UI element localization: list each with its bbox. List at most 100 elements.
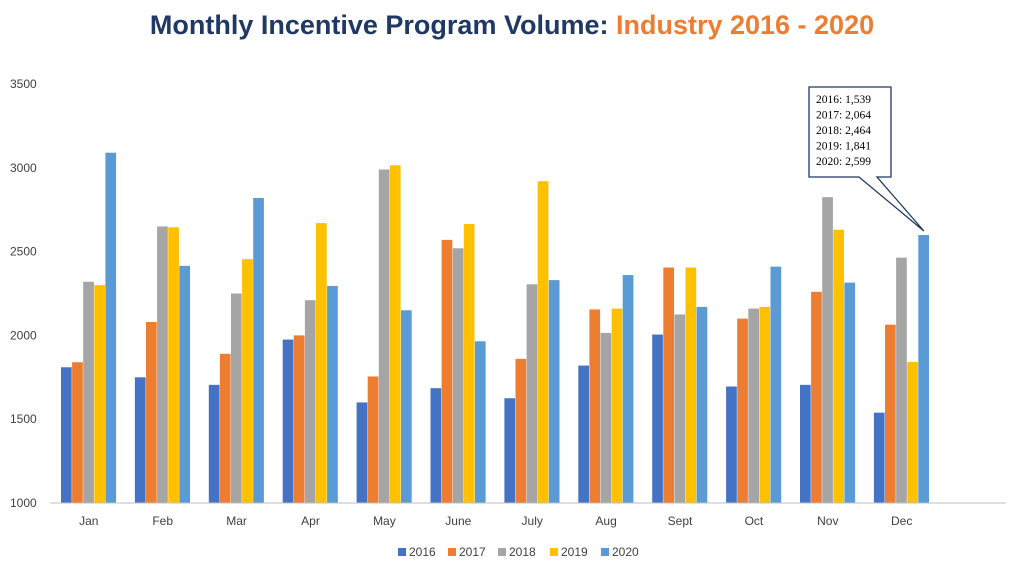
legend-swatch-2018 xyxy=(498,548,506,556)
callout-box xyxy=(808,86,925,232)
bars xyxy=(61,152,929,504)
bar-2020-Aug xyxy=(622,275,634,503)
bar-2020-Dec xyxy=(918,235,929,503)
bar-2016-Oct xyxy=(726,386,737,503)
callout-line: 2019: 1,841 xyxy=(816,141,871,153)
bar-2019-May xyxy=(389,165,401,504)
bar-2016-Nov xyxy=(800,384,811,503)
bar-2019-July xyxy=(537,181,549,503)
x-tick-label: Oct xyxy=(745,514,764,528)
legend-swatch-2020 xyxy=(601,548,609,556)
bar-2019-Nov xyxy=(833,229,844,503)
bar-2019-Sept xyxy=(685,267,697,503)
chart-title-highlight: Industry 2016 - 2020 xyxy=(615,10,875,40)
y-tick-label: 1500 xyxy=(10,412,37,426)
legend-swatch-2016 xyxy=(398,548,406,556)
bar-2020-Jan xyxy=(105,152,117,503)
legend-label-2020: 2020 xyxy=(612,545,639,559)
bar-2020-Apr xyxy=(327,285,338,503)
bar-2017-Sept xyxy=(663,267,674,503)
bar-2018-Feb xyxy=(157,226,168,503)
bar-2016-Sept xyxy=(652,334,663,503)
x-axis: Jan Feb Mar Apr May June July Aug Sept Oct Nov Dec xyxy=(79,514,912,528)
chart-title-main: Monthly Incentive Program Volume: xyxy=(149,10,616,40)
bar-2017-Oct xyxy=(737,318,748,503)
annotation-callout: 2016: 1,539 2017: 2,064 2018: 2,464 2019: 1… xyxy=(808,86,925,232)
bar-2019-Mar xyxy=(242,259,253,503)
bar-2016-July xyxy=(504,398,516,503)
bar-2020-Oct xyxy=(770,266,782,503)
y-tick-label: 2000 xyxy=(10,328,37,342)
x-tick-label: Nov xyxy=(817,514,838,528)
legend: 2016 2017 2018 2019 2020 xyxy=(398,545,639,559)
bar-2016-Mar xyxy=(208,384,220,503)
legend-label-2017: 2017 xyxy=(459,545,486,559)
x-tick-label: Dec xyxy=(891,514,912,528)
bar-2019-Aug xyxy=(611,308,623,503)
bar-2017-May xyxy=(367,376,379,503)
bar-2018-Apr xyxy=(304,300,316,503)
bar-2016-Jan xyxy=(61,367,72,503)
x-tick-label: Jan xyxy=(79,514,98,528)
legend-label-2019: 2019 xyxy=(561,545,588,559)
bar-2019-Feb xyxy=(168,227,179,504)
bar-2018-Dec xyxy=(896,257,907,503)
bar-2018-May xyxy=(378,169,390,504)
bar-2017-Dec xyxy=(885,324,896,503)
bar-2018-Sept xyxy=(674,314,686,503)
bar-2019-Oct xyxy=(759,306,771,503)
y-tick-label: 3500 xyxy=(10,77,37,91)
bar-2019-June xyxy=(463,223,475,503)
bar-2018-Jan xyxy=(83,281,94,503)
bar-2020-June xyxy=(474,341,486,503)
bar-2018-Oct xyxy=(748,308,759,503)
bar-2017-July xyxy=(515,358,527,503)
x-tick-label: Mar xyxy=(226,514,247,528)
bar-2016-May xyxy=(356,402,368,503)
bar-2020-Mar xyxy=(253,197,264,503)
bar-2017-Nov xyxy=(811,291,822,503)
bar-2017-Apr xyxy=(293,335,305,503)
chart-title: Monthly Incentive Program Volume: Indust… xyxy=(0,10,1024,41)
bar-2020-May xyxy=(401,310,412,503)
bar-2018-Mar xyxy=(231,293,242,503)
bar-2019-Jan xyxy=(94,285,105,503)
bar-2020-Sept xyxy=(696,306,708,503)
bar-2020-Feb xyxy=(179,265,190,503)
legend-label-2018: 2018 xyxy=(509,545,536,559)
bar-2017-Feb xyxy=(146,321,157,503)
x-tick-label: June xyxy=(445,514,471,528)
callout-line: 2020: 2,599 xyxy=(816,156,871,168)
y-axis: 1000 1500 2000 2500 3000 3500 xyxy=(10,77,37,510)
y-tick-label: 2500 xyxy=(10,245,37,259)
bar-2016-Apr xyxy=(282,339,294,503)
bar-2019-Dec xyxy=(907,362,918,503)
bar-2019-Apr xyxy=(316,223,327,504)
bar-2018-July xyxy=(526,284,538,503)
x-tick-label: July xyxy=(522,514,543,528)
bar-2016-June xyxy=(430,388,442,503)
callout-line: 2018: 2,464 xyxy=(816,125,871,137)
bar-2016-Dec xyxy=(873,412,885,503)
legend-label-2016: 2016 xyxy=(409,545,436,559)
bar-2018-June xyxy=(452,248,464,503)
x-tick-label: May xyxy=(373,514,396,528)
y-tick-label: 1000 xyxy=(10,496,37,510)
legend-swatch-2017 xyxy=(448,548,456,556)
legend-swatch-2019 xyxy=(550,548,558,556)
bar-2016-Aug xyxy=(578,365,589,503)
bar-2017-Aug xyxy=(589,309,601,503)
x-tick-label: Feb xyxy=(152,514,173,528)
bar-2020-Nov xyxy=(844,282,856,503)
x-tick-label: Aug xyxy=(595,514,616,528)
bar-2016-Feb xyxy=(134,377,146,503)
y-tick-label: 3000 xyxy=(10,161,37,175)
callout-line: 2017: 2,064 xyxy=(816,110,871,122)
bar-2017-June xyxy=(441,239,453,503)
bar-2017-Jan xyxy=(72,362,83,503)
bar-2017-Mar xyxy=(219,353,231,503)
bar-2020-July xyxy=(548,280,560,503)
bar-2018-Nov xyxy=(822,197,833,503)
x-tick-label: Sept xyxy=(668,514,693,528)
